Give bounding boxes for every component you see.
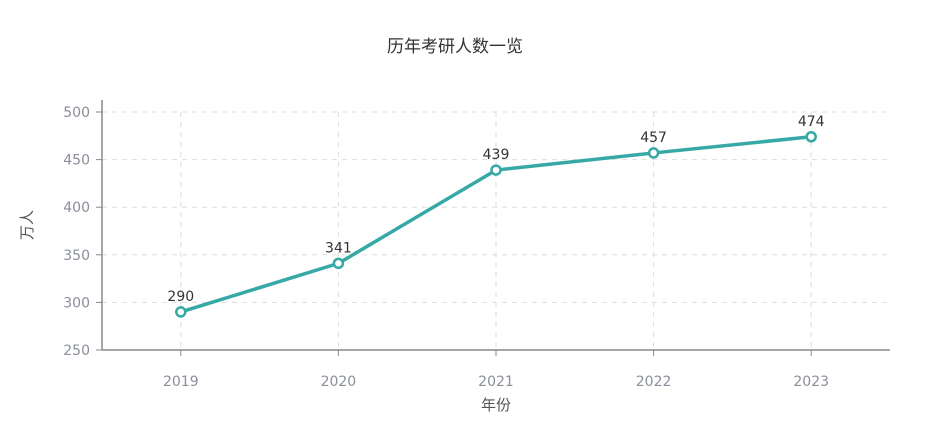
label-layer: 290 341 439 457 474 bbox=[167, 114, 824, 305]
data-point[interactable] bbox=[175, 306, 187, 318]
axis-layer: 250 300 350 400 450 500 2019 2020 2021 2022 2023 bbox=[63, 100, 890, 390]
data-point[interactable] bbox=[490, 164, 502, 176]
x-tick-label: 2021 bbox=[478, 374, 514, 390]
y-tick-label: 300 bbox=[63, 295, 90, 311]
data-label: 341 bbox=[325, 240, 352, 256]
data-label: 474 bbox=[798, 114, 825, 130]
grid-layer bbox=[102, 111, 890, 350]
y-tick-label: 350 bbox=[63, 248, 90, 264]
data-label: 290 bbox=[167, 289, 194, 305]
data-label: 439 bbox=[483, 147, 510, 163]
y-tick-label: 250 bbox=[63, 343, 90, 359]
x-tick-label: 2019 bbox=[163, 374, 199, 390]
data-point[interactable] bbox=[332, 257, 345, 270]
x-axis-title: 年份 bbox=[481, 396, 511, 414]
y-axis-title: 万人 bbox=[18, 210, 36, 240]
y-tick-label: 400 bbox=[63, 200, 90, 216]
data-label: 457 bbox=[640, 130, 667, 146]
series-layer bbox=[175, 131, 817, 318]
chart-title: 历年考研人数一览 bbox=[387, 37, 523, 57]
y-tick-label: 500 bbox=[63, 105, 90, 121]
x-tick-label: 2020 bbox=[321, 374, 357, 390]
y-tick-label: 450 bbox=[63, 153, 90, 169]
data-point[interactable] bbox=[805, 131, 817, 143]
x-tick-label: 2023 bbox=[793, 374, 829, 390]
data-point[interactable] bbox=[647, 147, 660, 159]
x-tick-label: 2022 bbox=[636, 374, 672, 390]
